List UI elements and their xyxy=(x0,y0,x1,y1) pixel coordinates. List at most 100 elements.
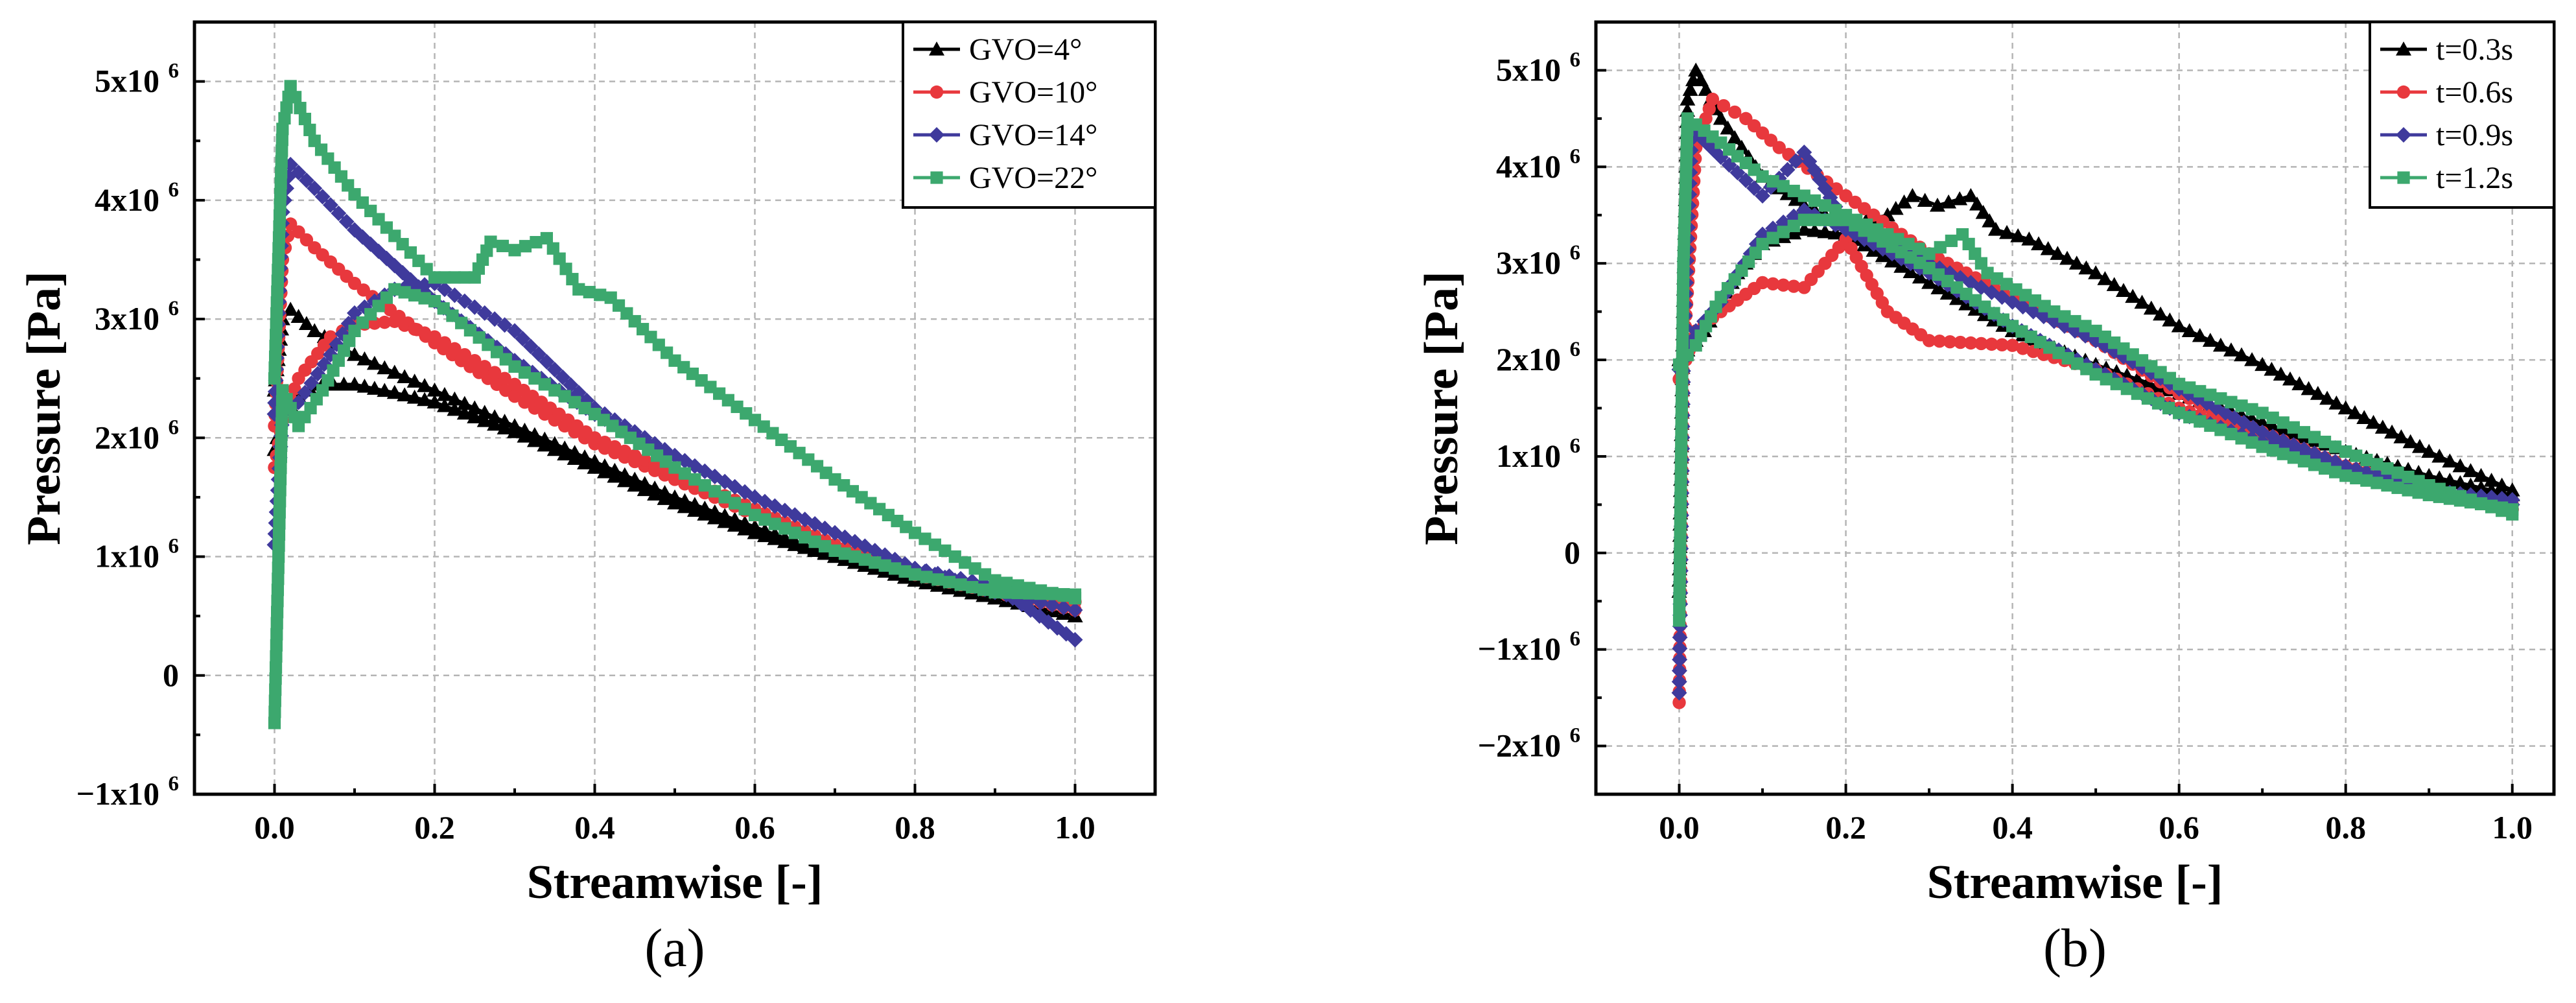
data-point xyxy=(1808,194,1821,207)
data-point xyxy=(2162,312,2178,327)
data-point xyxy=(1678,201,1692,214)
data-point xyxy=(428,330,441,344)
data-point xyxy=(767,531,783,545)
data-point xyxy=(2006,338,2019,352)
data-point xyxy=(508,360,521,373)
data-point xyxy=(572,283,585,296)
legend-swatch-marker xyxy=(929,127,944,143)
data-point xyxy=(2009,283,2022,296)
y-tick-exponent: 6 xyxy=(1570,724,1581,748)
data-point xyxy=(1674,491,1687,504)
data-point xyxy=(2171,318,2187,333)
data-point xyxy=(2356,410,2372,424)
data-point xyxy=(908,526,922,539)
data-point xyxy=(1673,569,1686,582)
data-point xyxy=(322,374,334,387)
data-point xyxy=(1974,336,1988,351)
x-axis-title: Streamwise [-] xyxy=(527,856,823,909)
series-3 xyxy=(1672,112,2519,627)
data-point xyxy=(408,322,421,336)
data-point xyxy=(268,361,281,374)
x-tick-label: 0.6 xyxy=(734,809,775,845)
data-point xyxy=(2028,294,2042,307)
data-point xyxy=(1672,614,1686,627)
legend-label: t=0.9s xyxy=(2436,118,2513,152)
data-point xyxy=(1677,257,1690,270)
data-point xyxy=(1678,212,1691,226)
data-point xyxy=(1674,502,1687,515)
data-point xyxy=(274,198,287,211)
data-point xyxy=(2266,411,2279,424)
data-point xyxy=(271,584,285,596)
data-point xyxy=(270,296,283,309)
data-point xyxy=(1922,334,1936,348)
data-point xyxy=(272,572,285,585)
data-point xyxy=(1675,402,1688,415)
data-point xyxy=(2282,371,2299,386)
data-point xyxy=(1981,266,1994,279)
data-point xyxy=(2183,410,2196,424)
data-point xyxy=(1716,99,1731,113)
data-point xyxy=(347,376,362,391)
y-tick-exponent: 6 xyxy=(169,60,180,83)
data-point xyxy=(989,574,1001,587)
data-point xyxy=(1786,225,1802,240)
data-point xyxy=(2393,429,2409,443)
x-tick-label: 0.0 xyxy=(254,809,295,845)
data-point xyxy=(540,231,553,245)
data-point xyxy=(1680,134,1693,147)
data-point xyxy=(977,583,990,596)
data-point xyxy=(274,462,287,475)
data-point xyxy=(303,123,316,136)
data-point xyxy=(808,536,821,549)
data-point xyxy=(272,539,285,552)
y-tick-label: −1x10 xyxy=(1478,631,1562,667)
data-point xyxy=(1674,447,1688,460)
data-point xyxy=(1067,602,1083,618)
data-point xyxy=(268,350,282,363)
data-point xyxy=(787,537,803,551)
data-point xyxy=(2318,462,2332,475)
data-point xyxy=(2162,401,2175,415)
data-point xyxy=(2329,440,2342,453)
data-point xyxy=(2141,392,2155,405)
series-markers-lower xyxy=(268,283,1082,729)
data-point xyxy=(2421,467,2437,482)
data-point xyxy=(2329,466,2342,478)
data-point xyxy=(807,543,823,557)
panel-label: (a) xyxy=(644,918,705,978)
legend-item: GVO=14° xyxy=(913,118,1097,152)
data-point xyxy=(2442,473,2458,487)
data-point xyxy=(1046,587,1059,600)
data-point xyxy=(448,342,462,356)
data-point xyxy=(2088,265,2104,279)
data-point xyxy=(799,531,812,544)
data-point xyxy=(729,497,742,510)
data-point xyxy=(1766,175,1779,188)
data-point xyxy=(1801,153,1818,169)
data-point xyxy=(2291,376,2308,390)
x-tick-label: 0.4 xyxy=(1992,809,2033,845)
data-point xyxy=(737,521,753,536)
y-tick-label: 1x10 xyxy=(1496,438,1561,474)
data-point xyxy=(271,274,284,287)
data-point xyxy=(2464,496,2477,509)
data-point xyxy=(1954,335,1967,349)
data-point xyxy=(568,395,581,408)
data-point xyxy=(517,429,533,443)
data-point xyxy=(2038,300,2051,313)
data-point xyxy=(273,220,286,233)
data-point xyxy=(1974,257,1988,270)
x-axis: 0.0 0.2 0.4 0.6 0.8 1.0 xyxy=(254,784,1095,845)
data-point xyxy=(698,479,711,492)
data-point xyxy=(270,318,283,331)
data-point xyxy=(508,244,521,257)
data-point xyxy=(1956,228,1969,241)
data-point xyxy=(748,508,762,522)
data-point xyxy=(386,364,403,379)
data-point xyxy=(838,547,852,560)
y-tick-label: 4x10 xyxy=(1496,148,1561,184)
data-point xyxy=(2411,439,2428,453)
y-tick-exponent: 6 xyxy=(1570,628,1581,651)
data-point xyxy=(818,539,832,553)
